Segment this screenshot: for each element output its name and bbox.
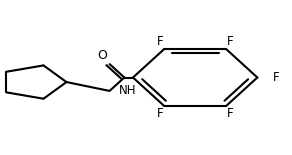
Text: F: F [272, 71, 279, 84]
Text: NH: NH [119, 84, 136, 97]
Text: F: F [157, 35, 163, 48]
Text: F: F [157, 107, 163, 120]
Text: O: O [98, 49, 107, 62]
Text: F: F [227, 107, 234, 120]
Text: F: F [227, 35, 234, 48]
